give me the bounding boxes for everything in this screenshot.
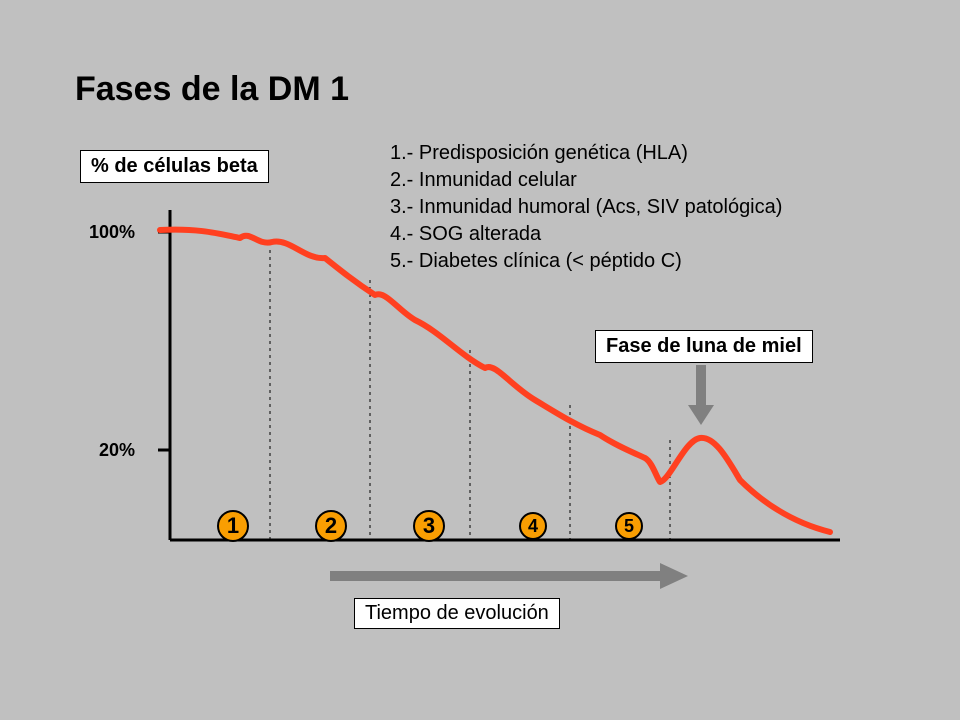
badge-label: 5 xyxy=(624,516,634,537)
phase-badge-1: 1 xyxy=(217,510,249,542)
badge-label: 4 xyxy=(528,516,538,537)
chart-svg xyxy=(140,200,860,600)
ytick-20: 20% xyxy=(55,440,135,461)
phase-badge-5: 5 xyxy=(615,512,643,540)
legend-2: 2.- Inmunidad celular xyxy=(390,167,782,194)
slide: Fases de la DM 1 % de células beta 1.- P… xyxy=(0,0,960,720)
badge-label: 2 xyxy=(325,513,337,539)
phase-badge-3: 3 xyxy=(413,510,445,542)
phase-dividers xyxy=(270,250,670,540)
badge-label: 3 xyxy=(423,513,435,539)
xaxis-label-box: Tiempo de evolución xyxy=(354,598,560,629)
yaxis-label-box: % de células beta xyxy=(80,150,269,183)
legend-1: 1.- Predisposición genética (HLA) xyxy=(390,140,782,167)
badge-label: 1 xyxy=(227,513,239,539)
time-arrow xyxy=(330,563,688,589)
honeymoon-box: Fase de luna de miel xyxy=(595,330,813,363)
phase-badge-4: 4 xyxy=(519,512,547,540)
phase-badge-2: 2 xyxy=(315,510,347,542)
honeymoon-arrow xyxy=(688,365,714,425)
beta-cell-curve xyxy=(160,230,830,532)
page-title: Fases de la DM 1 xyxy=(75,70,349,109)
ytick-100: 100% xyxy=(55,222,135,243)
